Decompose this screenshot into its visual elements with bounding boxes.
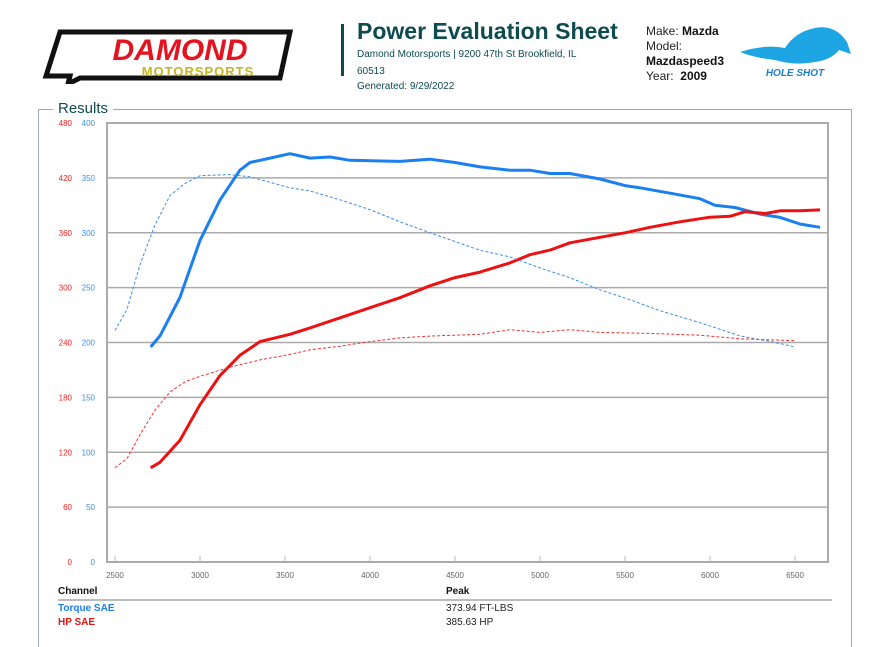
y-tick-torque: 0: [91, 558, 96, 567]
model-label: Model:: [646, 39, 683, 53]
y-tick-hp: 480: [59, 119, 73, 128]
x-tick-label: 3500: [276, 571, 294, 580]
svg-text:MOTORSPORTS: MOTORSPORTS: [142, 64, 255, 79]
table-header-channel: Channel: [58, 586, 98, 597]
x-tick-label: 4000: [361, 571, 379, 580]
hole-shot-logo: HOLE SHOT: [740, 27, 851, 79]
page-title: Power Evaluation Sheet: [357, 18, 618, 44]
torque-sae-line: [149, 152, 821, 348]
y-tick-torque: 200: [82, 339, 96, 348]
x-tick-label: 4500: [446, 571, 464, 580]
damond-motorsports-logo: DAMOND MOTORSPORTS: [42, 29, 294, 84]
shop-address: Damond Motorsports | 9200 47th St Brookf…: [357, 49, 577, 60]
x-tick-label: 5000: [531, 571, 549, 580]
y-tick-torque: 150: [82, 393, 96, 402]
x-tick-label: 6000: [701, 571, 719, 580]
y-tick-hp: 0: [68, 558, 73, 567]
channel-name: HP SAE: [58, 617, 95, 628]
y-tick-torque: 100: [82, 448, 96, 457]
make-value: Mazda: [682, 24, 719, 38]
x-tick-label: 3000: [191, 571, 209, 580]
year-label: Year:: [646, 69, 674, 83]
make-label: Make:: [646, 24, 679, 38]
y-tick-torque: 250: [82, 284, 96, 293]
generated-date: Generated: 9/29/2022: [357, 81, 455, 92]
y-tick-hp: 360: [59, 229, 73, 238]
hp-sae-line: [149, 208, 821, 470]
x-tick-label: 6500: [786, 571, 804, 580]
y-tick-hp: 240: [59, 339, 73, 348]
x-tick-label: 5500: [616, 571, 634, 580]
y-tick-hp: 60: [63, 503, 72, 512]
shop-address-zip: 60513: [357, 66, 385, 77]
y-tick-hp: 300: [59, 284, 73, 293]
y-tick-hp: 120: [59, 448, 73, 457]
y-tick-hp: 420: [59, 174, 73, 183]
baseline-red-line: [114, 329, 796, 469]
results-panel: [38, 109, 852, 647]
channel-name: Torque SAE: [58, 603, 115, 614]
vehicle-info: Make: Mazda Model: Mazdaspeed3 Year: 200…: [646, 24, 724, 84]
year-value: 2009: [680, 69, 707, 83]
baseline-blue-line: [114, 174, 796, 348]
channel-peak: 385.63 HP: [446, 617, 494, 628]
table-header-peak: Peak: [446, 586, 470, 597]
y-tick-hp: 180: [59, 393, 73, 402]
header-divider: [341, 24, 344, 76]
svg-text:DAMOND: DAMOND: [113, 34, 248, 67]
model-value: Mazdaspeed3: [646, 54, 725, 68]
results-heading: Results: [53, 100, 114, 117]
y-tick-torque: 50: [86, 503, 95, 512]
y-tick-torque: 350: [82, 174, 96, 183]
y-tick-torque: 400: [82, 119, 96, 128]
y-tick-torque: 300: [82, 229, 96, 238]
svg-text:HOLE SHOT: HOLE SHOT: [766, 68, 825, 79]
x-tick-label: 2500: [106, 571, 124, 580]
channel-peak: 373.94 FT-LBS: [446, 603, 514, 614]
